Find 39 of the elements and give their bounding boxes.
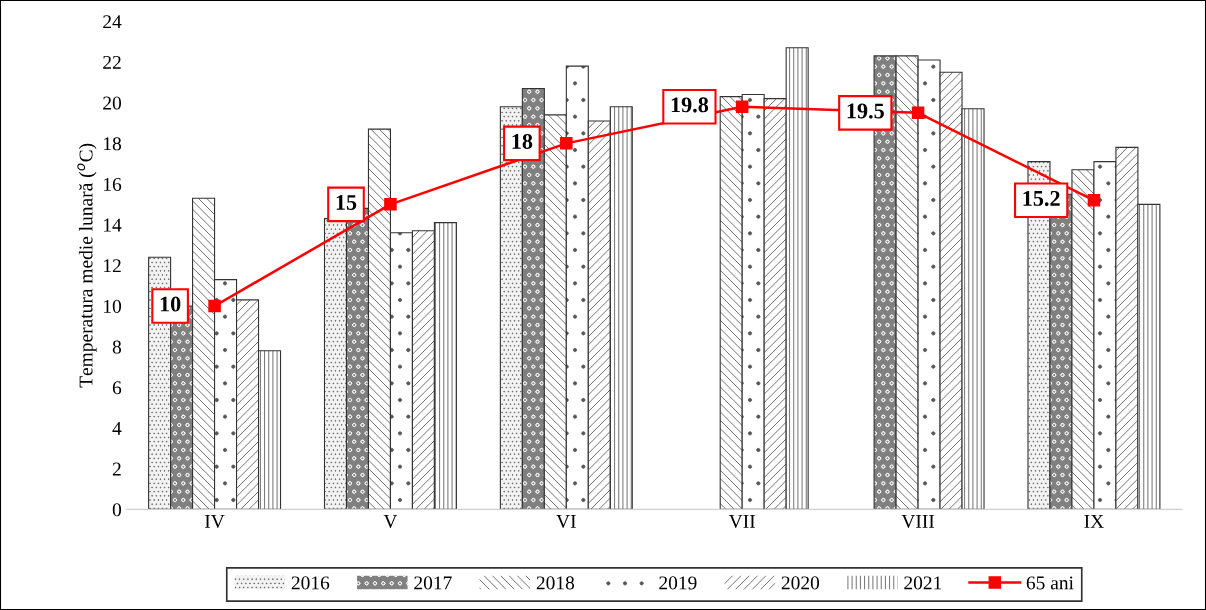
y-tick-label: 24: [103, 15, 122, 29]
y-axis-title: Temperatura medie lunară ($^{o}$C): [77, 143, 97, 388]
y-tick-label: 4: [112, 421, 122, 435]
legend-label: 2020: [781, 576, 820, 590]
y-tick-label: 8: [112, 340, 122, 354]
x-tick-label: VII: [728, 514, 755, 528]
y-tick-label: 12: [104, 259, 121, 273]
y-tick-label: 22: [103, 55, 121, 69]
y-tick-label: 18: [104, 137, 122, 151]
data-label: 15: [336, 195, 357, 210]
y-tick-label: 0: [112, 503, 122, 517]
legend-label: 2021: [904, 576, 942, 590]
data-label: 19.8: [671, 97, 709, 113]
legend-label: 2016: [291, 576, 330, 590]
y-tick-label: 2: [112, 462, 121, 476]
point: [208, 299, 221, 313]
data-label: 18: [512, 133, 533, 149]
legend-label: 2019: [659, 576, 697, 590]
point: [735, 100, 749, 114]
x-tick-label: V: [383, 514, 398, 528]
point: [911, 106, 925, 120]
y-tick-label: 10: [104, 299, 122, 313]
x-tick-label: IX: [1084, 514, 1104, 528]
legend-label: 2017: [414, 576, 452, 590]
legend-label: 65 ani: [1026, 576, 1074, 590]
y-tick-label: 14: [104, 218, 122, 232]
y-tick-label: 6: [112, 381, 122, 395]
data-label: 19.5: [847, 103, 884, 119]
y-tick-label: 16: [104, 177, 122, 191]
x-tick-label: VI: [556, 514, 576, 528]
point: [560, 137, 573, 150]
y-tick-label: 20: [103, 96, 122, 110]
data-label: 10: [160, 296, 181, 312]
x-tick-label: IV: [205, 514, 225, 528]
point: [1087, 194, 1101, 207]
point: [384, 198, 397, 211]
legend-label: 2018: [536, 576, 575, 590]
x-tick-label: VIII: [901, 514, 935, 528]
data-label: 15.2: [1023, 190, 1060, 206]
